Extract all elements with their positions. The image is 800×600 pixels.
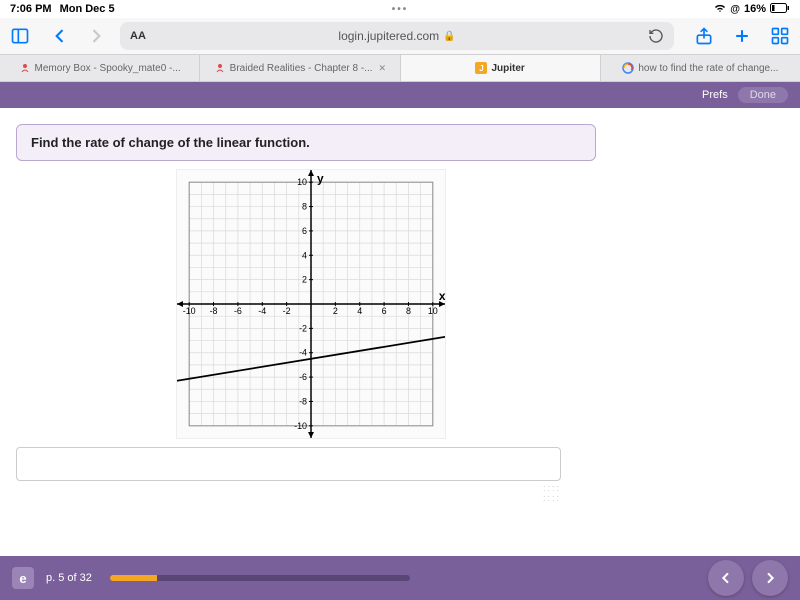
svg-text:y: y xyxy=(317,171,324,185)
favicon-icon: J xyxy=(475,62,487,74)
svg-text:2: 2 xyxy=(302,275,307,285)
svg-text:-10: -10 xyxy=(294,421,307,431)
page-indicator: p. 5 of 32 xyxy=(46,572,92,584)
svg-text:6: 6 xyxy=(302,226,307,236)
svg-text:4: 4 xyxy=(302,250,307,260)
content-area: Find the rate of change of the linear fu… xyxy=(0,108,800,519)
svg-text:8: 8 xyxy=(302,202,307,212)
reload-icon[interactable] xyxy=(648,28,664,44)
svg-text:-2: -2 xyxy=(283,306,291,316)
svg-text:10: 10 xyxy=(428,306,438,316)
favicon-icon xyxy=(622,62,634,74)
status-date: Mon Dec 5 xyxy=(60,3,115,15)
svg-text:6: 6 xyxy=(382,306,387,316)
svg-text:4: 4 xyxy=(357,306,362,316)
battery-icon xyxy=(770,3,790,16)
favicon-icon xyxy=(19,62,31,74)
forward-icon[interactable] xyxy=(84,24,108,48)
app-logo-icon[interactable]: e xyxy=(12,567,34,589)
favicon-icon xyxy=(214,62,226,74)
address-url: login.jupitered.com xyxy=(338,29,439,43)
resize-handle-icon[interactable]: :::: :::: xyxy=(16,483,561,503)
graph: -10-8-6-4-2246810-10-8-6-4-2246810xy xyxy=(176,169,446,439)
next-button[interactable] xyxy=(752,560,788,596)
svg-text:-6: -6 xyxy=(299,372,307,382)
wifi-icon xyxy=(714,3,726,16)
question-box: Find the rate of change of the linear fu… xyxy=(16,124,596,161)
tab-bar: Memory Box - Spooky_mate0 -... Braided R… xyxy=(0,54,800,82)
status-bar: 7:06 PM Mon Dec 5 ••• @ 16% xyxy=(0,0,800,18)
prev-button[interactable] xyxy=(708,560,744,596)
status-time: 7:06 PM xyxy=(10,3,52,15)
done-button[interactable]: Done xyxy=(738,87,788,103)
multitask-dots: ••• xyxy=(0,4,800,15)
svg-text:-8: -8 xyxy=(299,396,307,406)
bottom-bar: e p. 5 of 32 xyxy=(0,556,800,600)
close-tab-icon[interactable]: ✕ xyxy=(379,63,387,74)
svg-text:8: 8 xyxy=(406,306,411,316)
progress-fill xyxy=(110,575,157,581)
prefs-link[interactable]: Prefs xyxy=(702,89,728,101)
browser-toolbar: AA login.jupitered.com 🔒 xyxy=(0,18,800,54)
svg-text:-10: -10 xyxy=(183,306,196,316)
svg-text:-2: -2 xyxy=(299,323,307,333)
svg-text:2: 2 xyxy=(333,306,338,316)
sidebar-icon[interactable] xyxy=(8,24,32,48)
svg-text:-6: -6 xyxy=(234,306,242,316)
svg-text:-8: -8 xyxy=(210,306,218,316)
tab-3[interactable]: how to find the rate of change... xyxy=(601,55,800,81)
answer-input[interactable] xyxy=(16,447,561,481)
svg-text:-4: -4 xyxy=(299,348,307,358)
svg-text:10: 10 xyxy=(297,177,307,187)
progress-bar xyxy=(110,575,410,581)
new-tab-icon[interactable] xyxy=(730,24,754,48)
address-bar[interactable]: AA login.jupitered.com 🔒 xyxy=(120,22,674,50)
app-toolbar: Prefs Done xyxy=(0,82,800,108)
question-text: Find the rate of change of the linear fu… xyxy=(31,135,310,150)
tab-1[interactable]: Braided Realities - Chapter 8 -... ✕ xyxy=(200,55,400,81)
svg-text:-4: -4 xyxy=(258,306,266,316)
lock-icon: 🔒 xyxy=(443,31,455,42)
tabs-icon[interactable] xyxy=(768,24,792,48)
svg-text:x: x xyxy=(439,289,445,303)
battery-pct: 16% xyxy=(744,3,766,15)
share-icon[interactable] xyxy=(692,24,716,48)
tab-2[interactable]: J Jupiter xyxy=(401,55,601,81)
back-icon[interactable] xyxy=(48,24,72,48)
tab-0[interactable]: Memory Box - Spooky_mate0 -... xyxy=(0,55,200,81)
